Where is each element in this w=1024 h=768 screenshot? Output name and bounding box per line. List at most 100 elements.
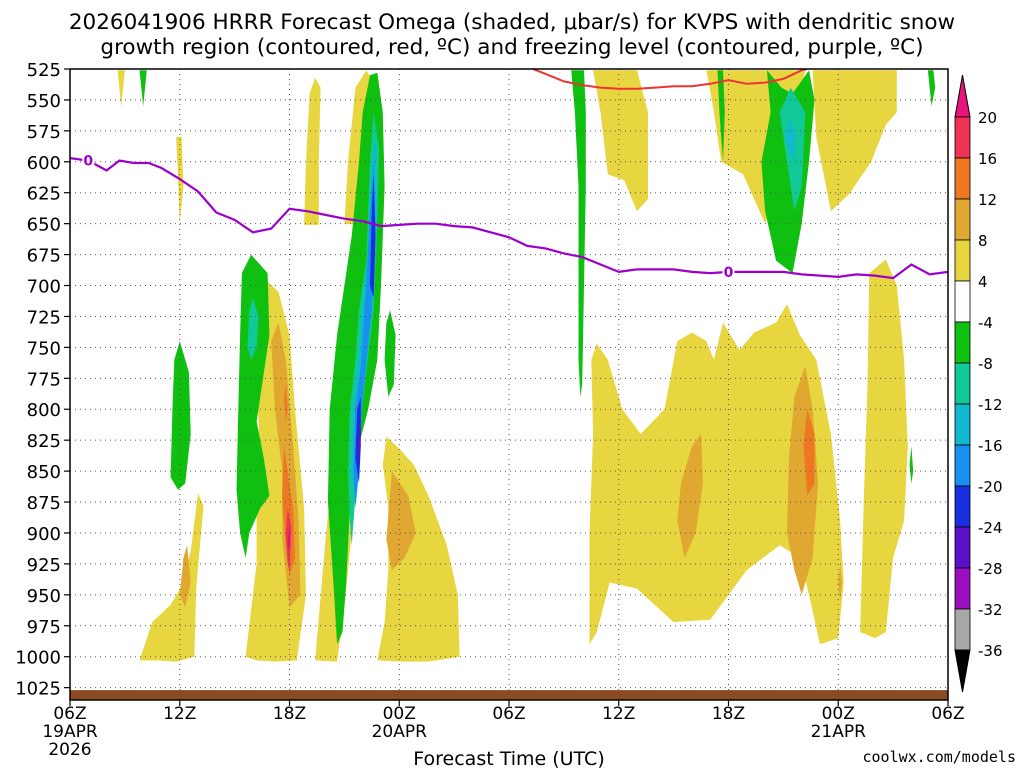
grid-lines — [70, 69, 948, 700]
omega-region — [304, 77, 321, 225]
colorbar-swatch — [954, 321, 971, 364]
colorbar-label: 12 — [978, 191, 997, 209]
omega-region — [139, 493, 204, 662]
colorbar-label: -36 — [978, 642, 1003, 660]
colorbar-swatch — [954, 362, 971, 405]
colorbar-label: -32 — [978, 601, 1003, 619]
x-tick-label: 12Z — [602, 704, 635, 724]
freezing-level-contour — [70, 157, 948, 280]
colorbar-swatch — [954, 116, 971, 159]
colorbar-label: -4 — [978, 314, 993, 332]
omega-region — [370, 174, 376, 298]
x-tick-label: 06Z — [53, 704, 86, 724]
omega-region — [812, 70, 897, 212]
y-tick-label: 1000 — [15, 648, 61, 669]
chart-title-line-1: 2026041906 HRRR Forecast Omega (shaded, … — [69, 10, 955, 35]
x-tick-label: 12Z — [163, 704, 196, 724]
omega-region — [717, 70, 725, 162]
x-tick-date: 20APR — [372, 722, 428, 742]
site-credit: coolwx.com/models — [862, 748, 1016, 766]
colorbar-swatch — [954, 444, 971, 487]
omega-region — [247, 297, 259, 360]
colorbar-label: 20 — [978, 109, 997, 127]
omega-region — [909, 446, 914, 484]
y-tick-label: 775 — [27, 369, 61, 390]
y-tick-label: 1025 — [15, 679, 61, 700]
y-tick-label: 875 — [27, 493, 61, 514]
omega-region — [282, 446, 295, 577]
colorbar-swatch — [954, 198, 971, 241]
colorbar-label: -8 — [978, 355, 993, 373]
x-tick-label: 00Z — [383, 704, 416, 724]
y-tick-label: 950 — [27, 586, 61, 607]
colorbar-label: -28 — [978, 560, 1003, 578]
omega-region — [357, 415, 360, 465]
colorbar-label: -24 — [978, 519, 1003, 537]
omega-region — [785, 118, 797, 162]
chart-title-line-2: growth region (contoured, red, ºC) and f… — [100, 35, 923, 60]
x-tick-year: 2026 — [48, 740, 91, 760]
omega-region — [571, 70, 586, 397]
y-axis: 525 550 575 600 625 650 675 700 725 750 775 800 825 8… — [15, 60, 70, 700]
omega-region — [589, 304, 844, 645]
omega-region — [803, 409, 815, 496]
omega-region — [677, 434, 703, 558]
contour-lines: 00 — [70, 69, 948, 281]
colorbar-top-triangle — [954, 74, 971, 118]
x-tick-label: 18Z — [273, 704, 306, 724]
colorbar-label: -20 — [978, 478, 1003, 496]
colorbar-label: 8 — [978, 232, 988, 250]
colorbar-label: -16 — [978, 437, 1003, 455]
omega-region — [117, 70, 125, 108]
omega-region — [860, 259, 908, 639]
y-tick-label: 750 — [27, 338, 61, 359]
y-tick-label: 625 — [27, 184, 61, 205]
omega-shading — [70, 70, 948, 700]
y-tick-label: 575 — [27, 122, 61, 143]
omega-region — [284, 384, 288, 422]
y-tick-label: 850 — [27, 462, 61, 483]
colorbar: 20 16 12 8 4 -4 -8 -12 -16 -20 -24 -28 -32 -36 — [954, 74, 1003, 693]
colorbar-swatch — [954, 485, 971, 528]
y-tick-label: 525 — [27, 60, 61, 81]
x-tick-label: 06Z — [492, 704, 525, 724]
colorbar-swatch — [954, 403, 971, 446]
x-tick-label: 00Z — [822, 704, 855, 724]
omega-region — [236, 254, 270, 558]
freezing-level-label: 0 — [83, 154, 93, 170]
colorbar-label: -12 — [978, 396, 1003, 414]
colorbar-swatch — [954, 608, 971, 651]
omega-region — [593, 70, 648, 212]
y-tick-label: 675 — [27, 246, 61, 267]
freezing-label-bg — [82, 152, 95, 169]
y-tick-label: 725 — [27, 307, 61, 328]
omega-region — [139, 70, 147, 107]
colorbar-swatch — [954, 239, 971, 282]
omega-region — [927, 70, 936, 107]
y-tick-label: 900 — [27, 524, 61, 545]
colorbar-swatch — [954, 157, 971, 200]
omega-region — [384, 310, 396, 397]
y-tick-label: 800 — [27, 400, 61, 421]
colorbar-bottom-triangle — [954, 649, 971, 693]
x-tick-date: 19APR — [42, 722, 98, 742]
omega-region — [179, 545, 191, 608]
y-tick-label: 700 — [27, 277, 61, 298]
colorbar-swatch — [954, 280, 971, 323]
x-axis-label: Forecast Time (UTC) — [413, 748, 604, 768]
x-tick-label: 06Z — [931, 704, 964, 724]
colorbar-label: 16 — [978, 150, 997, 168]
freezing-level-label: 0 — [724, 265, 734, 281]
y-tick-label: 650 — [27, 215, 61, 236]
x-tick-date: 21APR — [811, 722, 867, 742]
freezing-label-bg — [722, 263, 735, 280]
y-tick-label: 825 — [27, 431, 61, 452]
omega-region — [386, 471, 416, 571]
x-tick-label: 18Z — [712, 704, 745, 724]
y-tick-label: 600 — [27, 153, 61, 174]
plot-area: 00 — [69, 68, 949, 701]
y-tick-label: 925 — [27, 555, 61, 576]
colorbar-swatch — [954, 526, 971, 569]
